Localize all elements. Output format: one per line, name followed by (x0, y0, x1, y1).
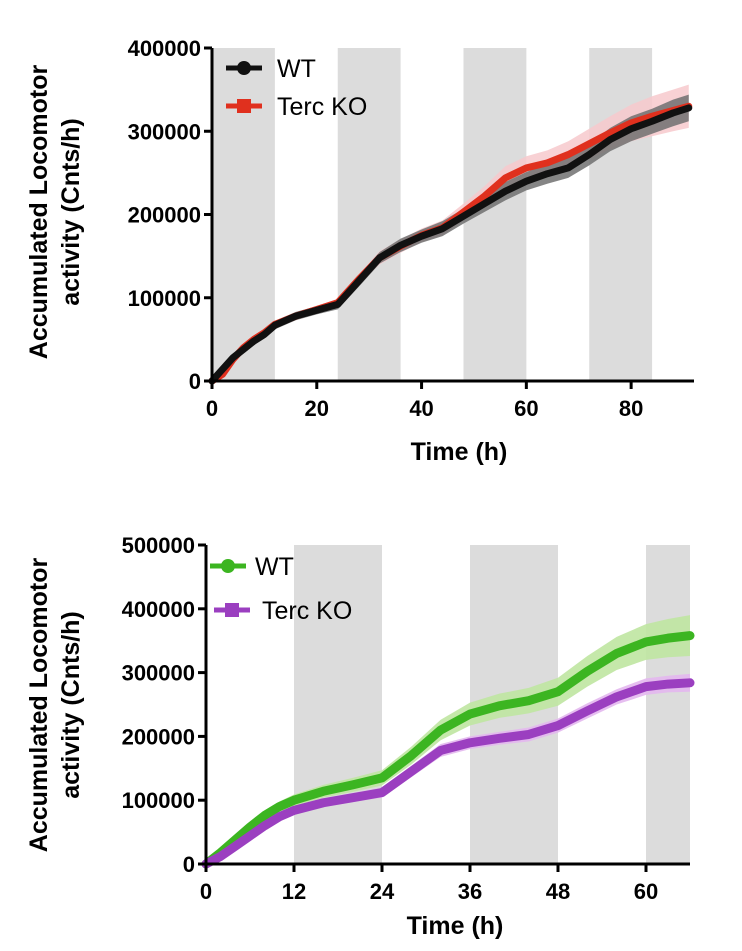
error-band-terc-ko (206, 673, 690, 864)
legend: WT Terc KO (210, 553, 352, 625)
legend-entry-wt: WT (226, 55, 316, 83)
legend-label-terc-ko: Terc KO (277, 93, 367, 121)
y-ticks: 0 100000 200000 300000 400000 (128, 36, 212, 394)
y-ticks: 0 100000 200000 300000 400000 500000 (122, 533, 206, 877)
legend-marker-terc-ko (237, 99, 251, 113)
legend-entry-terc-ko: Terc KO (214, 597, 352, 625)
y-tick-label: 400000 (122, 597, 195, 622)
legend: WT Terc KO (226, 55, 367, 121)
dark-band-3 (589, 48, 653, 381)
dark-band-2 (646, 545, 690, 864)
legend-marker-wt (237, 61, 251, 75)
series-lines (208, 102, 693, 385)
locomotor-chart-bottom: 0 12 24 36 48 60 0 100000 200000 300000 400000 500… (25, 533, 695, 940)
legend-label-terc-ko: Terc KO (262, 597, 352, 625)
y-tick-label: 0 (189, 369, 201, 394)
x-tick-label: 60 (514, 396, 538, 421)
error-band-wt (206, 615, 690, 864)
y-tick-label: 300000 (128, 119, 201, 144)
series-line-wt (208, 104, 693, 385)
legend-marker-terc-ko (225, 603, 239, 617)
x-tick-label: 0 (200, 879, 212, 904)
series-line-terc-ko (201, 678, 695, 869)
y-tick-label: 300000 (122, 661, 195, 686)
locomotor-chart-top: 0 20 40 60 80 0 100000 200000 300000 400000 Time… (25, 36, 694, 466)
x-tick-label: 20 (305, 396, 329, 421)
y-tick-label: 200000 (122, 724, 195, 749)
y-tick-label: 200000 (128, 203, 201, 228)
y-axis-title-line1: Accumulated Locomotor (25, 65, 53, 360)
x-tick-label: 0 (206, 396, 218, 421)
x-tick-label: 40 (409, 396, 433, 421)
x-axis-title: Time (h) (407, 912, 504, 940)
series-lines (201, 631, 695, 869)
x-tick-label: 12 (282, 879, 306, 904)
legend-entry-terc-ko: Terc KO (226, 93, 367, 121)
y-tick-label: 0 (183, 852, 195, 877)
y-tick-label: 100000 (128, 286, 201, 311)
axes (204, 545, 690, 866)
dark-band-1 (337, 48, 401, 381)
x-tick-label: 24 (370, 879, 395, 904)
legend-entry-wt: WT (210, 553, 294, 581)
x-tick-label: 60 (634, 879, 658, 904)
legend-label-wt: WT (255, 553, 294, 581)
y-tick-label: 400000 (128, 36, 201, 61)
x-tick-label: 36 (458, 879, 482, 904)
x-tick-label: 80 (619, 396, 643, 421)
legend-marker-wt (221, 559, 235, 573)
y-axis-title-line2: activity (Cnts/h) (57, 611, 85, 799)
y-tick-label: 500000 (122, 533, 195, 558)
y-tick-label: 100000 (122, 788, 195, 813)
x-tick-label: 48 (546, 879, 570, 904)
y-axis-title-line2: activity (Cnts/h) (57, 118, 85, 306)
x-ticks: 0 12 24 36 48 60 (200, 864, 658, 904)
y-axis-title-line1: Accumulated Locomotor (25, 558, 53, 853)
x-ticks: 0 20 40 60 80 (206, 381, 643, 421)
legend-label-wt: WT (277, 55, 316, 83)
series-line-wt (201, 631, 695, 869)
dark-band-0 (294, 545, 382, 864)
x-axis-title: Time (h) (411, 438, 508, 466)
